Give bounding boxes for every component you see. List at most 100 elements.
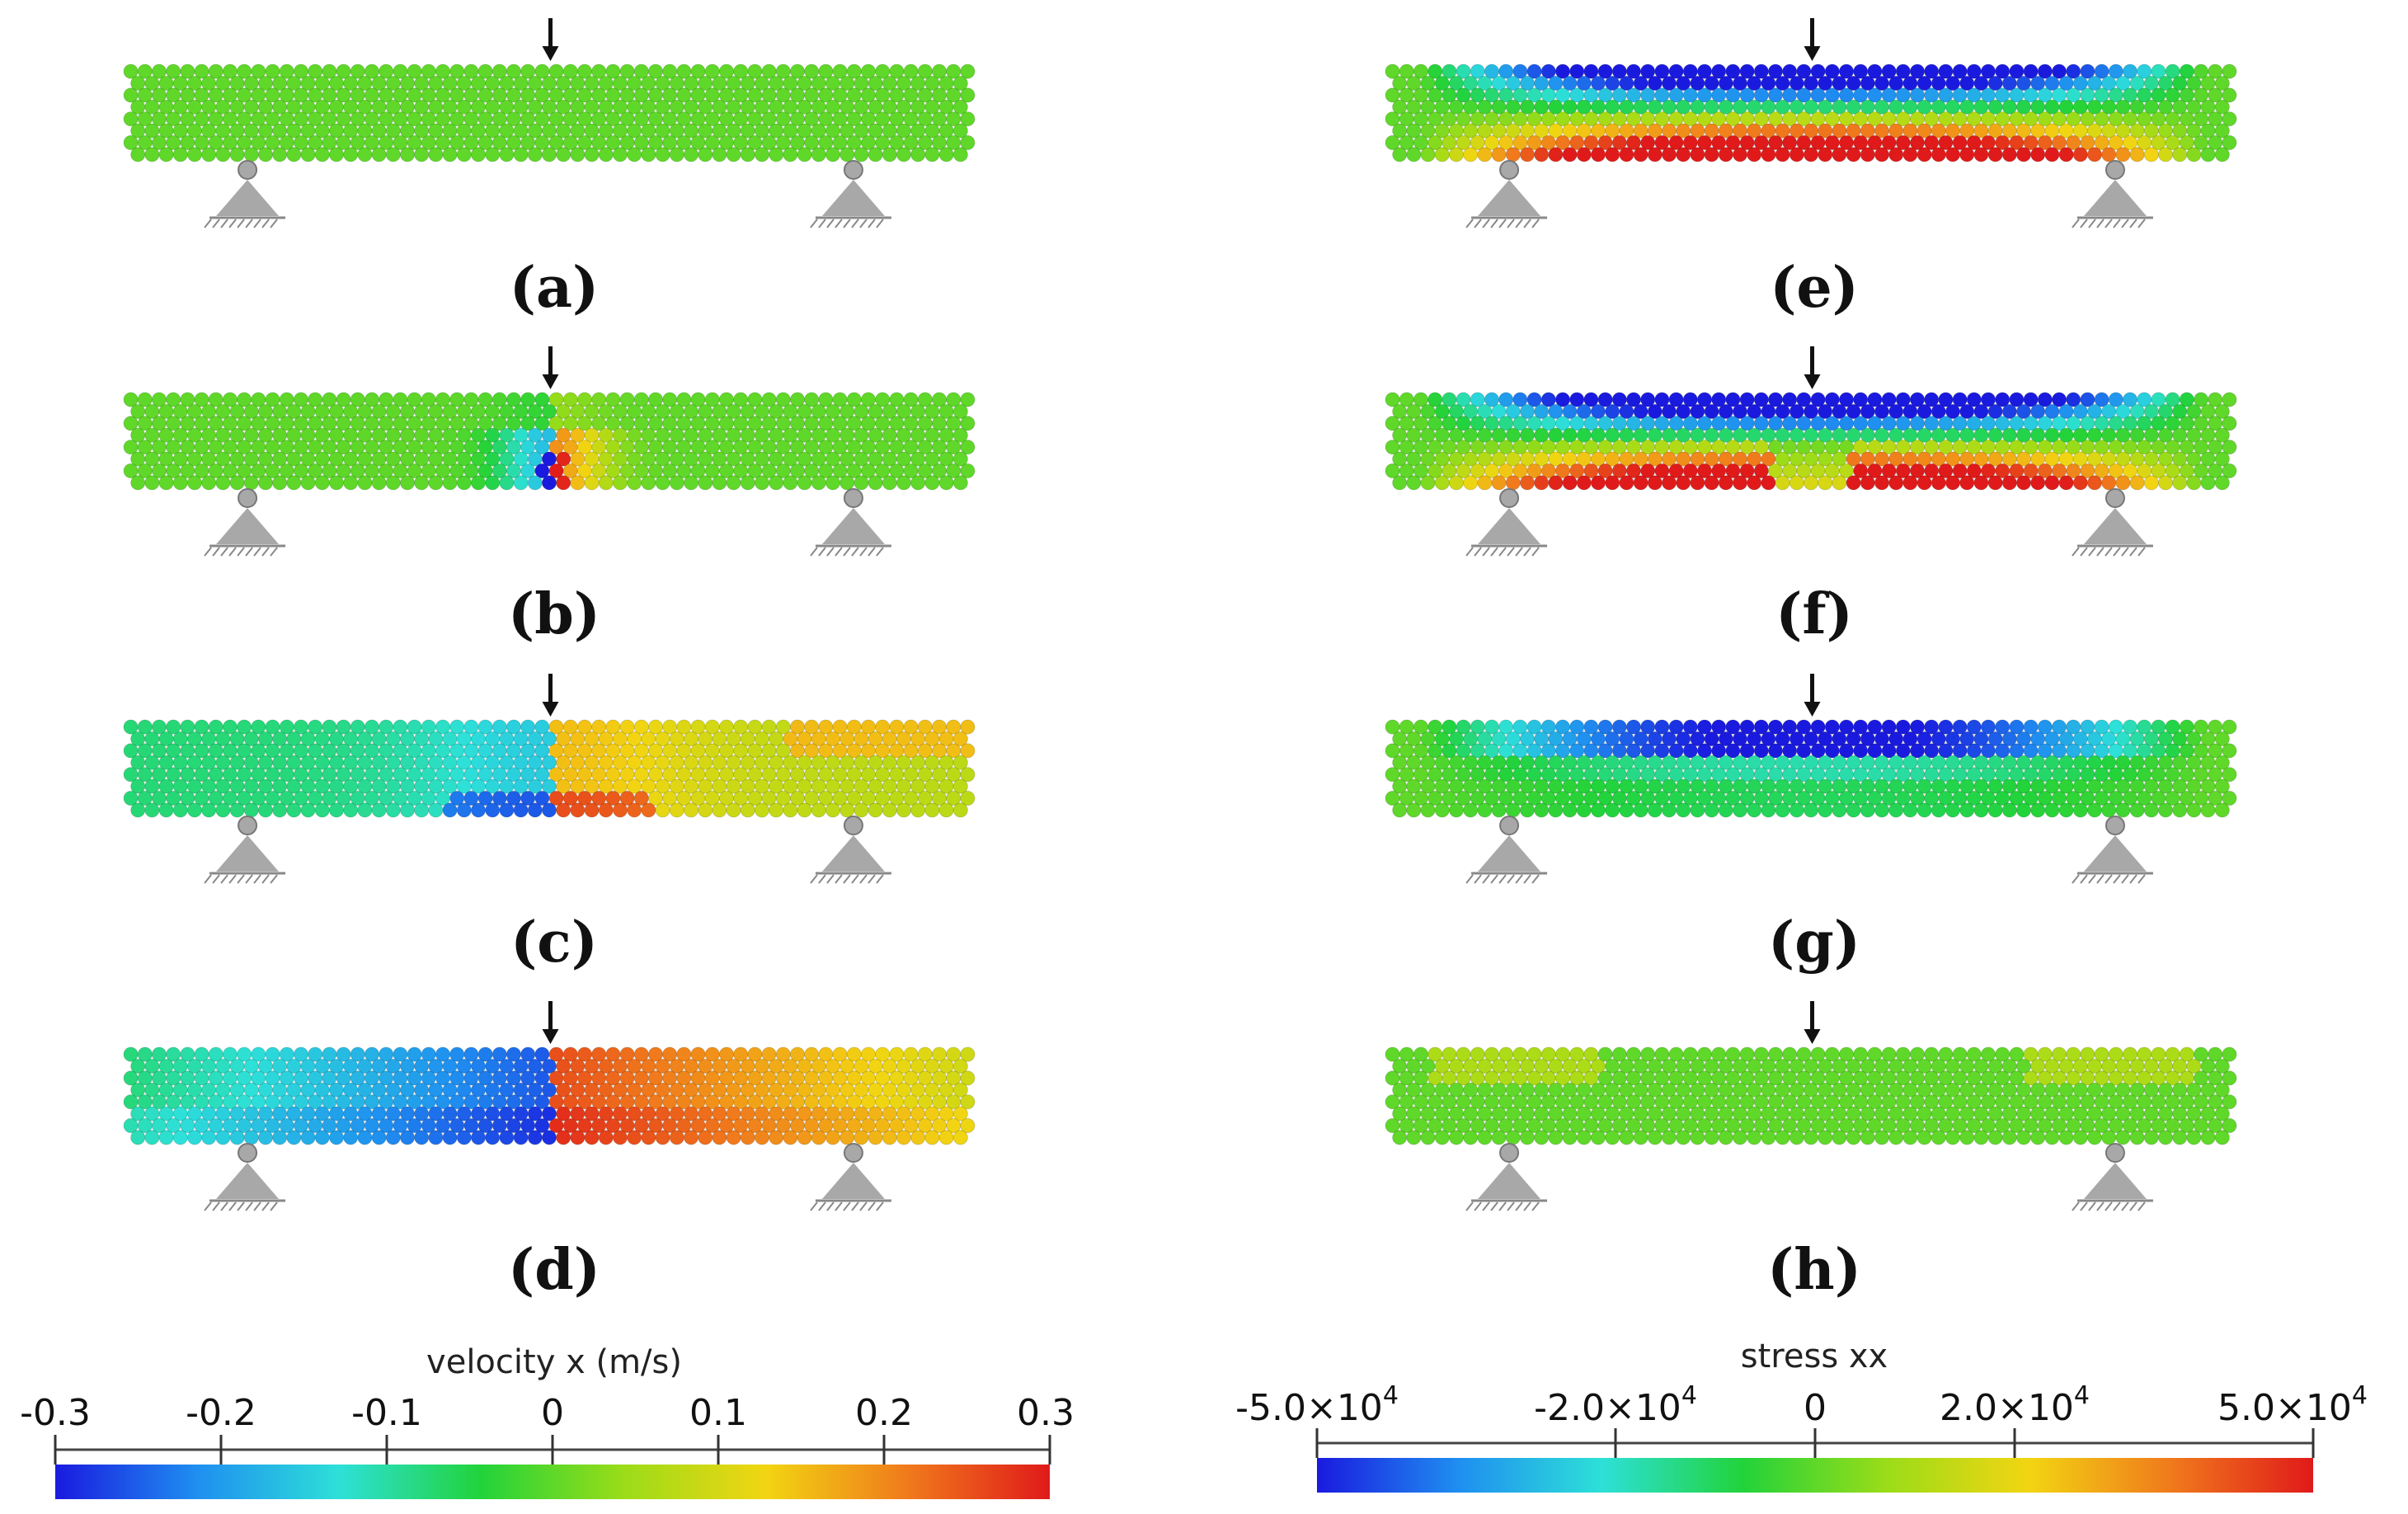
particle: [910, 76, 926, 92]
particle: [840, 802, 855, 818]
particle: [698, 147, 713, 162]
particle: [272, 475, 288, 491]
particle: [832, 63, 848, 79]
particle: [215, 147, 231, 162]
particle: [1662, 802, 1677, 818]
particle: [180, 111, 195, 127]
particle: [2044, 475, 2060, 491]
pin-support-icon: [2072, 160, 2153, 228]
particle: [1434, 1130, 1450, 1145]
particle: [1973, 1130, 1989, 1145]
particle: [726, 802, 741, 818]
particle: [570, 802, 586, 818]
particle: [684, 802, 699, 818]
particle: [2143, 802, 2159, 818]
particle: [924, 475, 940, 491]
particle: [755, 802, 770, 818]
velocity-colorbar: velocity x (m/s) -0.3 -0.2 -0.1 0 0.1 0.…: [20, 1343, 1075, 1499]
particle: [243, 147, 259, 162]
particle: [840, 403, 855, 419]
particle: [840, 475, 855, 491]
particle: [875, 392, 891, 407]
particle: [875, 440, 891, 455]
pin-support-icon: [204, 160, 286, 228]
particle: [1874, 475, 1889, 491]
particle: [542, 475, 557, 491]
velocity-tick-5: 0.2: [855, 1392, 913, 1465]
particle: [513, 802, 529, 818]
panel-label-b: (b): [508, 581, 600, 647]
particle: [698, 1130, 713, 1145]
particle: [2030, 802, 2046, 818]
particle: [1888, 475, 1904, 491]
particle: [2058, 147, 2074, 162]
particle: [684, 147, 699, 162]
particle: [938, 123, 954, 139]
particle: [1902, 475, 1918, 491]
particle: [740, 475, 755, 491]
particle: [946, 63, 962, 79]
particle: [1902, 1130, 1918, 1145]
particle: [357, 475, 373, 491]
load-arrow-icon: [542, 346, 559, 389]
particle: [946, 392, 962, 407]
particle: [655, 147, 670, 162]
particle: [875, 719, 891, 735]
particle: [811, 802, 826, 818]
pin-support-icon: [1465, 160, 1548, 228]
particle: [1562, 1130, 1578, 1145]
particle: [130, 802, 146, 818]
particle: [1747, 147, 1762, 162]
particle: [1959, 1130, 1975, 1145]
particle: [172, 475, 188, 491]
particle: [2072, 147, 2088, 162]
velocity-tick-0: -0.3: [20, 1392, 91, 1465]
particle: [1690, 475, 1705, 491]
particle: [1747, 475, 1762, 491]
panel-g: (g): [1385, 674, 2237, 976]
particle: [385, 147, 401, 162]
particle: [1662, 475, 1677, 491]
particle: [1846, 802, 1861, 818]
particle: [357, 802, 373, 818]
particle: [1477, 475, 1493, 491]
particle: [1902, 147, 1918, 162]
particle: [783, 1130, 798, 1145]
particle: [1647, 1130, 1663, 1145]
particle: [726, 1130, 741, 1145]
particle: [1619, 802, 1634, 818]
particle: [2157, 147, 2173, 162]
particle: [924, 1130, 940, 1145]
particle: [584, 475, 600, 491]
stress-tick-label-3: 2.0×104: [1940, 1381, 2090, 1429]
particle: [910, 123, 926, 139]
particle: [2186, 475, 2202, 491]
particle: [144, 451, 160, 467]
particle: [832, 440, 848, 455]
panel-label-f: (f): [1775, 581, 1853, 647]
particle: [328, 1130, 344, 1145]
particle: [641, 1130, 656, 1145]
particle: [471, 802, 487, 818]
particle: [868, 427, 883, 443]
particle: [952, 451, 968, 467]
particle: [1888, 1130, 1904, 1145]
particle: [1775, 802, 1790, 818]
particle: [903, 63, 919, 79]
particle: [1434, 802, 1450, 818]
particle: [1690, 1130, 1705, 1145]
particle: [2214, 1130, 2230, 1145]
particle: [2200, 475, 2216, 491]
particle: [1605, 475, 1620, 491]
particle: [2072, 802, 2088, 818]
particle: [1931, 475, 1946, 491]
particle: [2101, 1130, 2117, 1145]
particle: [1931, 802, 1946, 818]
particle: [243, 475, 259, 491]
particle: [499, 475, 515, 491]
particle: [960, 87, 976, 103]
particle: [840, 1130, 855, 1145]
particle: [527, 802, 543, 818]
particle: [1477, 802, 1493, 818]
particle: [385, 475, 401, 491]
